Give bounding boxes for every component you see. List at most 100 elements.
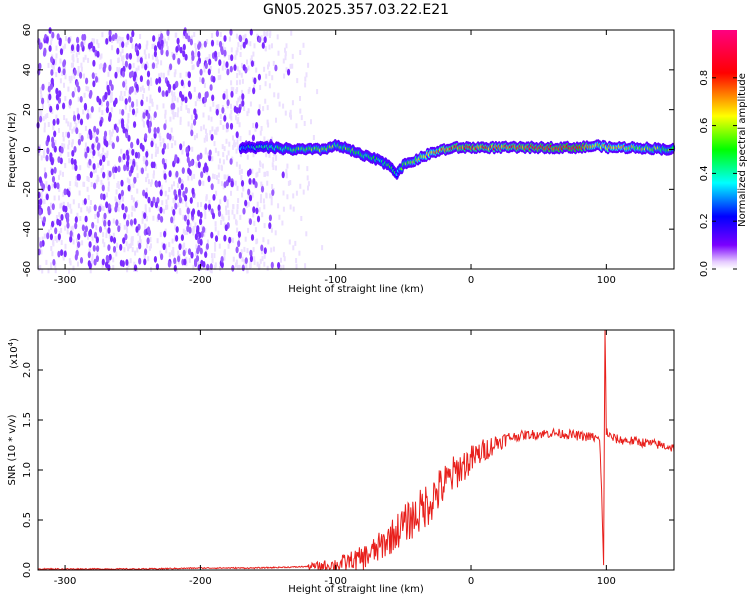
noise-cell xyxy=(268,33,271,38)
noise-cell xyxy=(95,255,99,263)
noise-cell xyxy=(111,142,115,150)
y-tick-label: -60 xyxy=(22,261,33,277)
noise-cell xyxy=(72,164,75,170)
noise-cell xyxy=(62,102,66,110)
noise-cell xyxy=(127,184,131,192)
noise-cell xyxy=(139,239,142,245)
noise-cell xyxy=(160,48,164,56)
noise-cell xyxy=(39,213,42,219)
noise-cell xyxy=(127,158,130,164)
noise-cell xyxy=(95,73,98,78)
noise-cell xyxy=(155,181,159,188)
noise-cell xyxy=(228,236,232,244)
noise-cell xyxy=(160,60,163,66)
noise-cell xyxy=(132,197,135,203)
noise-cell xyxy=(84,151,88,159)
noise-cell xyxy=(119,259,123,267)
noise-cell xyxy=(243,106,246,111)
noise-cell xyxy=(47,208,51,216)
noise-cell xyxy=(184,194,188,202)
noise-cell xyxy=(202,124,205,130)
noise-cell xyxy=(131,247,134,253)
noise-cell xyxy=(87,195,90,200)
noise-cell xyxy=(78,49,81,55)
noise-cell xyxy=(98,226,103,233)
noise-cell xyxy=(247,88,250,94)
noise-cell xyxy=(223,35,227,42)
spectrogram-signal-band xyxy=(238,139,676,180)
noise-cell xyxy=(235,107,239,114)
noise-cell xyxy=(115,126,119,133)
noise-cell xyxy=(267,61,270,67)
noise-cell xyxy=(272,60,275,66)
noise-cell xyxy=(146,79,150,87)
noise-cell xyxy=(249,255,253,263)
noise-cell xyxy=(136,101,139,107)
noise-cell xyxy=(172,218,175,224)
colorbar-tick-label: 0.2 xyxy=(699,213,710,229)
noise-cell xyxy=(226,155,228,161)
noise-cell xyxy=(105,153,108,159)
noise-cell xyxy=(137,240,140,246)
noise-cell xyxy=(99,54,102,60)
noise-cell xyxy=(244,236,247,242)
noise-cell xyxy=(112,237,117,244)
noise-cell xyxy=(187,30,190,36)
noise-cell xyxy=(47,85,51,93)
noise-cell xyxy=(143,212,147,220)
noise-cell xyxy=(262,198,265,204)
noise-cell xyxy=(238,70,241,76)
noise-cell xyxy=(167,194,170,200)
noise-cell xyxy=(156,59,159,65)
noise-cell xyxy=(144,224,147,230)
noise-cell xyxy=(258,207,261,213)
noise-cell xyxy=(186,229,189,235)
noise-cell xyxy=(147,85,150,91)
noise-cell xyxy=(77,241,81,249)
noise-cell xyxy=(285,173,288,179)
noise-cell xyxy=(256,171,259,177)
noise-cell xyxy=(124,206,128,213)
noise-cell xyxy=(236,227,239,233)
noise-cell xyxy=(246,268,249,274)
noise-cell xyxy=(219,32,222,37)
noise-cell xyxy=(101,110,104,116)
noise-cell xyxy=(172,135,174,141)
noise-cell xyxy=(108,261,111,267)
noise-cell xyxy=(180,234,184,242)
noise-cell xyxy=(221,65,224,71)
noise-cell xyxy=(84,148,87,154)
noise-cell xyxy=(213,253,216,259)
noise-cell xyxy=(50,158,54,166)
noise-cell xyxy=(163,162,167,170)
noise-cell xyxy=(258,167,261,173)
noise-cell xyxy=(162,138,165,144)
noise-cell xyxy=(132,182,135,188)
noise-cell xyxy=(236,264,239,270)
noise-cell xyxy=(110,91,113,97)
noise-cell xyxy=(228,55,231,60)
noise-cell xyxy=(129,106,132,112)
noise-cell xyxy=(151,153,153,159)
noise-cell xyxy=(199,247,203,255)
noise-cell xyxy=(212,76,216,83)
noise-cell xyxy=(53,195,56,201)
snr-x-axis: -300 -200 -100 0 100 xyxy=(54,330,616,587)
noise-cell xyxy=(118,119,121,125)
noise-cell xyxy=(127,118,130,124)
noise-cell xyxy=(286,194,289,200)
noise-cell xyxy=(133,264,138,272)
noise-cell xyxy=(87,251,91,259)
noise-cell xyxy=(144,166,147,172)
noise-cell xyxy=(162,72,165,78)
noise-cell xyxy=(66,212,70,220)
noise-cell xyxy=(155,63,158,69)
noise-cell xyxy=(79,165,82,171)
noise-cell xyxy=(184,230,187,235)
noise-cell xyxy=(111,34,115,42)
noise-cell xyxy=(209,106,212,112)
noise-cell xyxy=(178,188,182,196)
noise-cell xyxy=(246,170,251,177)
noise-cell xyxy=(194,222,197,228)
noise-cell xyxy=(97,77,100,83)
